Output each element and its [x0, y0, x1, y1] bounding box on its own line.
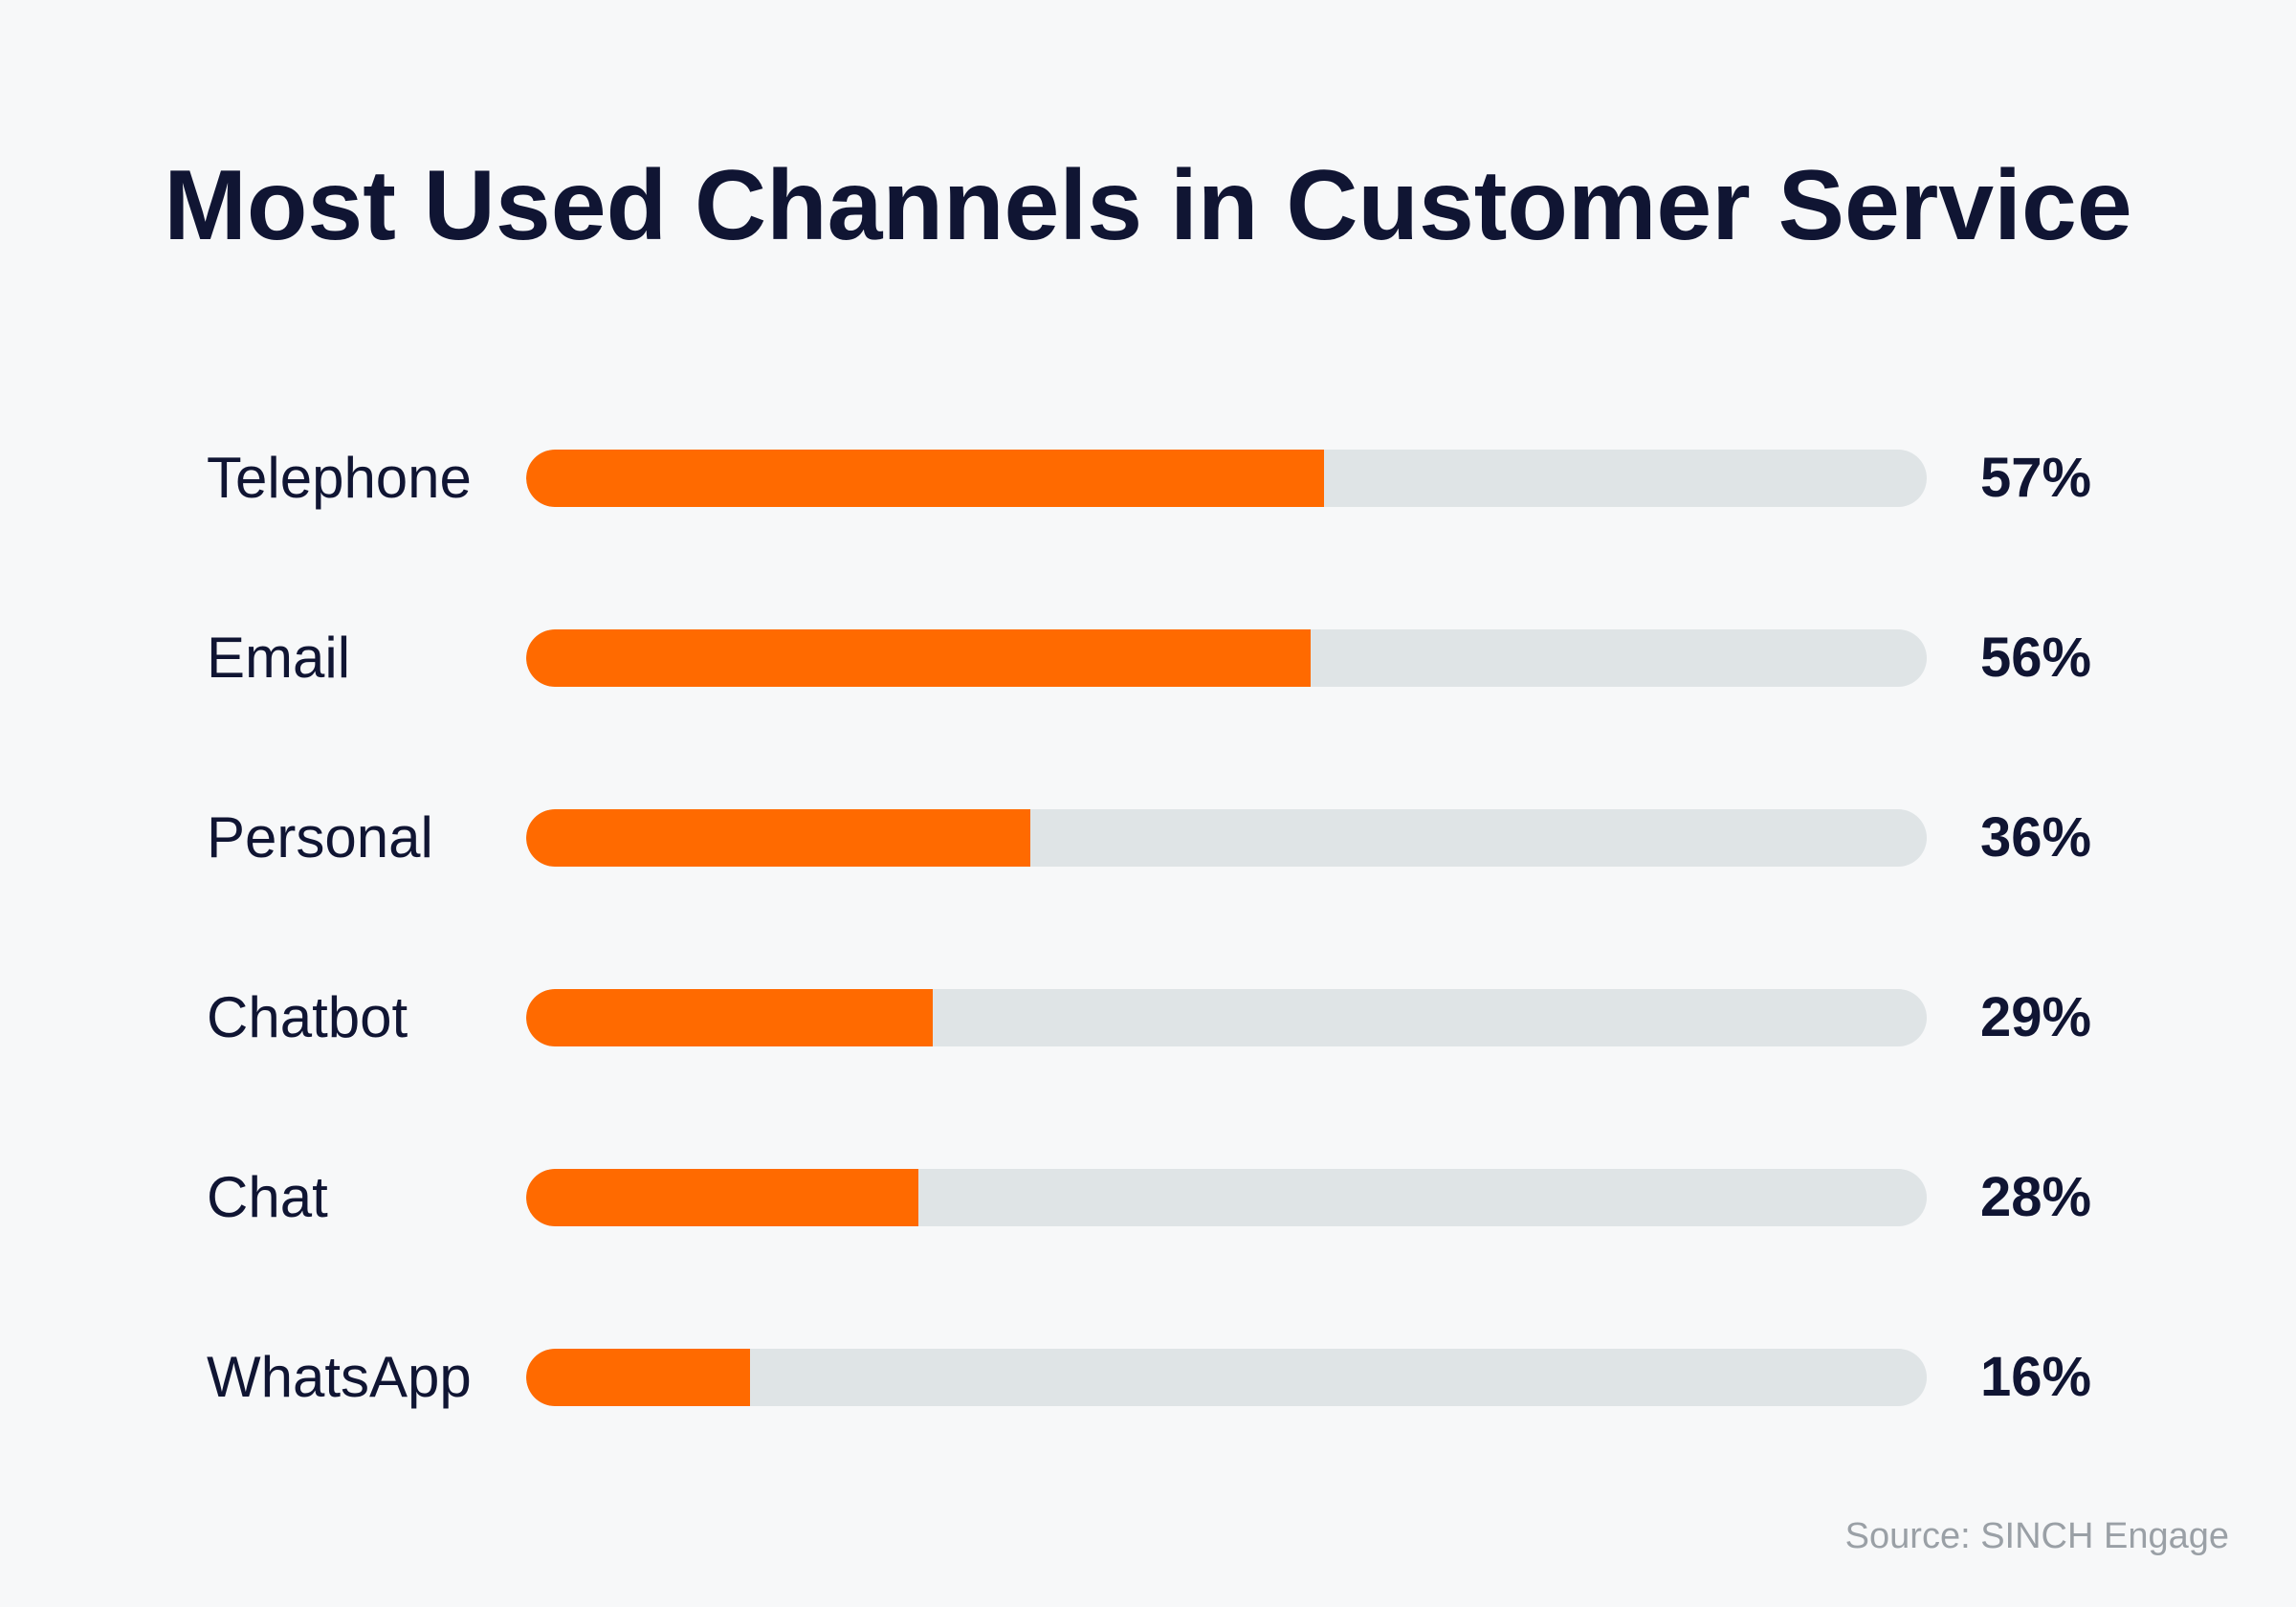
- category-label: Chatbot: [207, 985, 408, 1049]
- bar-fill: [526, 1349, 750, 1406]
- bar-row: Telephone 57%: [0, 450, 2296, 507]
- chart-title: Most Used Channels in Customer Service: [164, 150, 2132, 261]
- value-label: 16%: [1980, 1346, 2092, 1408]
- source-note: Source: SINCH Engage: [1844, 1516, 2229, 1556]
- bar-fill: [526, 629, 1311, 687]
- category-label: Email: [207, 626, 351, 690]
- bar-track: [526, 809, 1927, 867]
- bar-fill: [526, 989, 933, 1046]
- category-label: Personal: [207, 805, 433, 870]
- bar-track: [526, 989, 1927, 1046]
- bar-fill: [526, 450, 1324, 507]
- bar-track: [526, 1349, 1927, 1406]
- bar-row: Chatbot 29%: [0, 989, 2296, 1046]
- bar-track: [526, 1169, 1927, 1226]
- value-label: 36%: [1980, 806, 2092, 869]
- bar-fill: [526, 1169, 918, 1226]
- category-label: WhatsApp: [207, 1345, 472, 1409]
- bar-row: Chat 28%: [0, 1169, 2296, 1226]
- bar-track: [526, 450, 1927, 507]
- bar-row: WhatsApp 16%: [0, 1349, 2296, 1406]
- value-label: 57%: [1980, 447, 2092, 509]
- bar-track: [526, 629, 1927, 687]
- bar-row: Personal 36%: [0, 809, 2296, 867]
- bar-fill: [526, 809, 1030, 867]
- value-label: 56%: [1980, 627, 2092, 689]
- bar-row: Email 56%: [0, 629, 2296, 687]
- value-label: 28%: [1980, 1166, 2092, 1228]
- category-label: Telephone: [207, 446, 472, 510]
- category-label: Chat: [207, 1165, 328, 1229]
- value-label: 29%: [1980, 986, 2092, 1048]
